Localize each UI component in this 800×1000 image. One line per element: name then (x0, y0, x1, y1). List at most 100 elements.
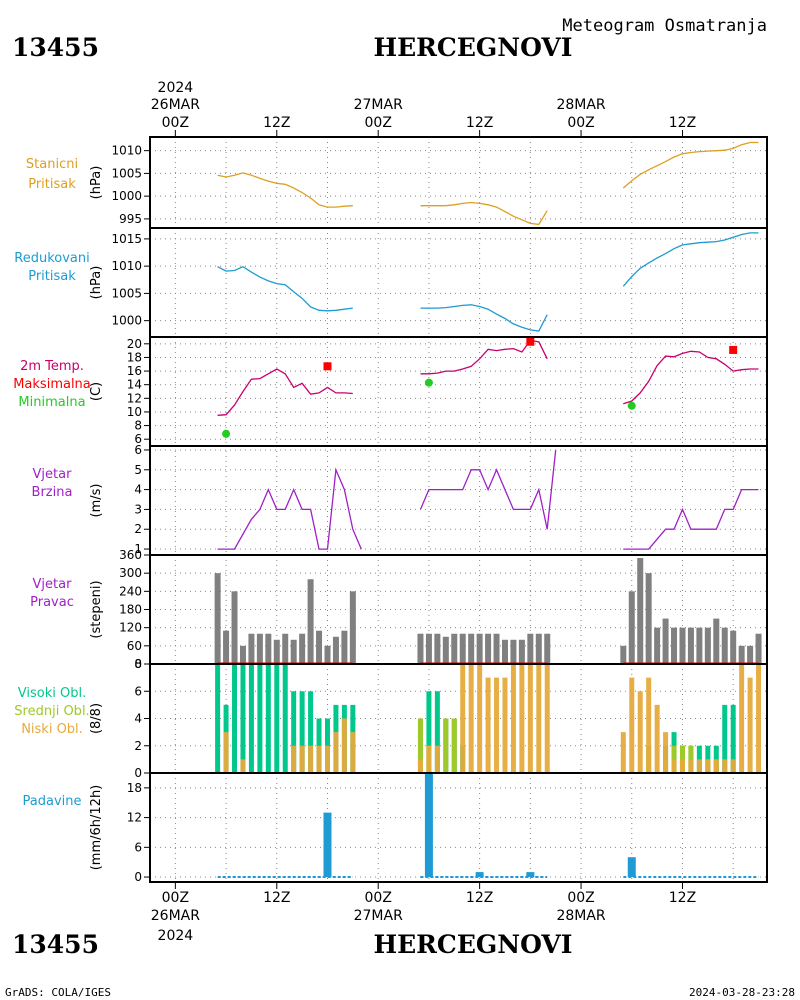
wind-dir-bar (425, 633, 432, 664)
cloud-bar-low (663, 732, 669, 773)
y-tick-label: 8 (134, 657, 142, 671)
hour-label-bottom: 12Z (263, 890, 290, 906)
timestamp-text: 2024-03-28-23:28 (689, 986, 795, 999)
y-tick-label: 18 (127, 781, 142, 795)
series-line (217, 172, 353, 208)
cloud-bar-low (696, 759, 702, 773)
day-label-bottom: 26MAR (151, 908, 200, 924)
y-tick-label: 300 (119, 566, 142, 580)
cloud-bar-low (477, 664, 483, 773)
cloud-bar-high (257, 664, 263, 773)
cloud-bar-low (426, 745, 432, 773)
cloud-bar-high (426, 691, 432, 773)
wind-dir-bar (324, 645, 331, 664)
y-tick-label: 10 (127, 405, 142, 419)
panel-label: Padavine (23, 794, 82, 809)
precip-bar (323, 812, 332, 878)
wind-dir-bar (721, 627, 728, 664)
series-line (420, 201, 548, 226)
cloud-bar-low (240, 759, 246, 773)
wind-dir-bar (662, 618, 669, 664)
panel-clouds: Visoki Obl. Srednji Obl. Niski Obl. (8/8) 8 6… (14, 657, 768, 780)
station-name-bottom: HERCEGNOVI (373, 930, 572, 959)
tmax-marker (729, 345, 738, 354)
wind-dir-bar (468, 633, 475, 664)
precip-bar (424, 773, 433, 878)
cloud-bar-mid (417, 718, 423, 773)
station-name-top: HERCEGNOVI (373, 33, 572, 62)
wind-dir-bar (687, 627, 694, 664)
y-tick-label: 1010 (111, 259, 142, 273)
series-line (217, 467, 362, 550)
unit-label: (mm/6h/12h) (89, 785, 104, 871)
y-tick-label: 0 (134, 870, 142, 884)
cloud-bar-high (299, 691, 305, 773)
y-tick-label: 180 (119, 603, 142, 617)
hour-label-top: 00Z (365, 115, 392, 131)
wind-dir-bar (654, 627, 661, 664)
wind-dir-bar (747, 645, 754, 664)
wind-dir-bar (510, 639, 517, 664)
hour-label-bottom: 00Z (365, 890, 392, 906)
cloud-bar-high (232, 664, 238, 773)
y-tick-label: 360 (119, 548, 142, 562)
y-tick-label: 240 (119, 584, 142, 598)
series-line (623, 350, 759, 405)
day-label-bottom: 28MAR (556, 908, 605, 924)
unit-label: (m/s) (89, 484, 104, 518)
y-tick-label: 1005 (111, 166, 142, 180)
y-tick-label: 1010 (111, 144, 142, 158)
hour-label-top: 00Z (567, 115, 594, 131)
series-line (217, 265, 353, 312)
wind-dir-bar (738, 645, 745, 664)
wind-dir-bar (485, 633, 492, 664)
panel-frame (149, 136, 768, 229)
cloud-bar-low (637, 691, 643, 773)
hour-label-bottom: 12Z (466, 890, 493, 906)
panel-label: Pritisak (28, 269, 76, 284)
y-tick-label: 2 (134, 522, 142, 536)
wind-dir-bar (282, 633, 289, 664)
day-label-bottom: 27MAR (354, 908, 403, 924)
panel-label: 2m Temp. (20, 359, 84, 374)
cloud-bar-low (308, 745, 314, 773)
cloud-bar-low (510, 664, 516, 773)
y-tick-label: 12 (127, 811, 142, 825)
hour-label-top: 12Z (466, 115, 493, 131)
cloud-bar-low (519, 664, 525, 773)
precip-bar (627, 857, 636, 878)
cloud-bar-low (350, 732, 356, 773)
panel-frame (149, 445, 768, 556)
cloud-bar-high (730, 704, 736, 773)
wind-dir-bar (442, 636, 449, 664)
year-label-top: 2024 (158, 80, 194, 96)
wind-dir-bar (434, 633, 441, 664)
panel-label: Maksimalna (13, 377, 91, 392)
cloud-bar-low (544, 664, 550, 773)
cloud-bar-high (291, 691, 297, 773)
cloud-bar-low (756, 664, 762, 773)
wind-dir-bar (223, 630, 230, 664)
unit-label: (8/8) (89, 703, 104, 734)
wind-dir-bar (704, 627, 711, 664)
cloud-bar-low (341, 718, 347, 773)
wind-dir-bar (290, 639, 297, 664)
wind-dir-bar (332, 636, 339, 664)
wind-dir-bar (518, 639, 525, 664)
cloud-bar-high (282, 664, 288, 773)
cloud-bar-low (502, 677, 508, 773)
cloud-bar-low (324, 745, 330, 773)
tmax-marker (323, 362, 332, 371)
footer: 13455 HERCEGNOVI GrADS: COLA/IGES 2024-0… (5, 930, 795, 999)
year-label-bottom: 2024 (158, 928, 194, 944)
hour-label-bottom: 00Z (567, 890, 594, 906)
series-line (217, 368, 353, 416)
cloud-bar-low (739, 664, 745, 773)
cloud-bar-low (654, 704, 660, 773)
cloud-bar-low (679, 759, 685, 773)
wind-dir-bar (476, 633, 483, 664)
wind-dir-bar (527, 633, 534, 664)
product-title: Meteogram Osmatranja (562, 16, 767, 36)
tmin-marker (627, 401, 636, 410)
